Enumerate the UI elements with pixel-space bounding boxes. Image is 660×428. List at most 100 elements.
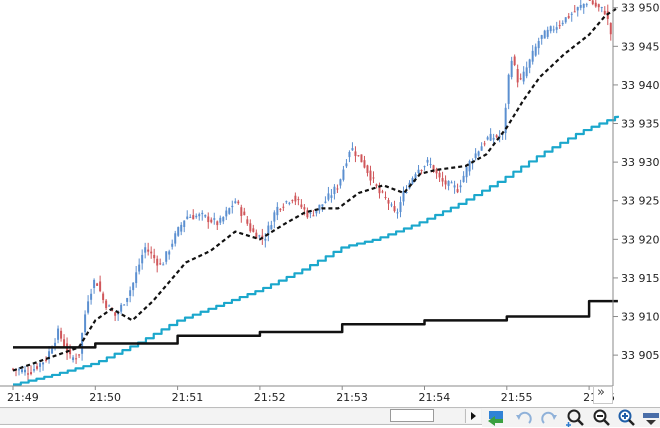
candle-body	[513, 56, 516, 66]
candle-body	[570, 13, 573, 15]
series-line-1	[12, 6, 619, 372]
y-tick-label: 33 910	[621, 311, 660, 324]
candle-body	[138, 264, 141, 272]
scroll-right-arrow-icon[interactable]	[465, 409, 481, 423]
candle-body	[63, 339, 66, 347]
candle-body	[72, 357, 75, 361]
redo-button[interactable]	[537, 408, 561, 428]
candle-body	[492, 137, 495, 140]
candle-body	[366, 165, 369, 174]
candle-body	[483, 143, 486, 145]
candle-body	[549, 26, 552, 32]
horizontal-scrollbar[interactable]	[0, 407, 482, 425]
series-line-3	[13, 299, 618, 349]
candle-body	[312, 215, 315, 217]
candle-body	[330, 195, 333, 198]
y-axis: 33 905 33 910 33 915 33 920 33 925 33 930 33 9…	[613, 2, 660, 362]
zoom-fit-button[interactable]	[563, 408, 587, 428]
x-tick-label: 21:52	[254, 391, 286, 404]
zoom-in-button[interactable]	[615, 408, 639, 428]
x-tick-label: 21:55	[501, 391, 533, 404]
candle-body	[318, 204, 321, 211]
candle-body	[300, 204, 303, 208]
candle-body	[237, 201, 240, 204]
expand-axis-button[interactable]: »	[593, 385, 613, 404]
candle-body	[282, 206, 285, 208]
candle-body	[588, 0, 591, 1]
candle-body	[336, 188, 339, 190]
candle-body	[390, 204, 393, 206]
candle-body	[534, 46, 537, 56]
candle-body	[537, 41, 540, 49]
candle-body	[36, 366, 39, 369]
candle-body	[561, 22, 564, 25]
candle-body	[522, 71, 525, 82]
scrollbar-track[interactable]	[0, 409, 464, 423]
candle-body	[102, 293, 105, 300]
candle-body	[60, 330, 63, 339]
scroll-to-end-icon	[488, 411, 503, 426]
candle-body	[108, 305, 111, 307]
candle-body	[444, 180, 447, 185]
candle-body	[387, 200, 390, 204]
candle-body	[405, 192, 408, 194]
candle-body	[147, 249, 150, 252]
candle-body	[576, 7, 579, 11]
candle-body	[309, 212, 312, 214]
candle-body	[327, 193, 330, 200]
candle-body	[339, 179, 342, 186]
candle-body	[363, 160, 366, 168]
candle-body	[153, 254, 156, 259]
candle-body	[159, 263, 162, 265]
candle-body	[174, 233, 177, 244]
candle-body	[189, 216, 192, 218]
candle-body	[291, 200, 294, 202]
candle-body	[354, 151, 357, 157]
candle-body	[207, 216, 210, 223]
candle-body	[564, 17, 567, 23]
zoom-out-button[interactable]	[590, 408, 614, 428]
candle-body	[411, 178, 414, 184]
candle-body	[315, 210, 318, 214]
plot-area[interactable]	[12, 0, 620, 386]
candle-body	[375, 184, 378, 187]
scroll-to-end-button[interactable]	[484, 408, 508, 428]
candle-body	[69, 349, 72, 355]
candle-body	[402, 191, 405, 202]
candle-body	[135, 272, 138, 284]
x-tick-label: 21:54	[419, 391, 451, 404]
candle-body	[273, 212, 276, 222]
candle-body	[243, 211, 246, 216]
candle-body	[141, 254, 144, 264]
candle-body	[543, 30, 546, 39]
undo-button[interactable]	[512, 408, 536, 428]
candle-body	[240, 207, 243, 216]
candle-body	[42, 362, 45, 365]
candle-body	[252, 228, 255, 232]
candle-body	[495, 135, 498, 138]
candle-body	[426, 159, 429, 163]
y-tick-label: 33 950	[621, 2, 660, 15]
candle-body	[399, 202, 402, 213]
candle-body	[504, 107, 507, 134]
candle-body	[162, 264, 165, 266]
price-chart[interactable]: 33 905 33 910 33 915 33 920 33 925 33 930 33 9…	[0, 0, 660, 407]
candle-body	[186, 216, 189, 219]
candle-body	[510, 60, 513, 78]
more-options-button[interactable]	[640, 408, 660, 428]
candle-body	[114, 312, 117, 316]
candle-body	[486, 137, 489, 140]
candle-body	[12, 368, 14, 370]
candle-body	[294, 195, 297, 202]
zoom-in-icon	[618, 409, 635, 426]
candle-body	[81, 333, 84, 354]
candle-body	[297, 199, 300, 201]
y-tick-label: 33 925	[621, 195, 660, 208]
series-line-2	[13, 115, 620, 386]
candle-body	[423, 166, 426, 168]
candle-body	[591, 0, 594, 5]
scrollbar-thumb[interactable]	[390, 409, 434, 422]
candle-body	[213, 218, 216, 220]
candle-body	[480, 146, 483, 151]
candle-body	[528, 59, 531, 68]
